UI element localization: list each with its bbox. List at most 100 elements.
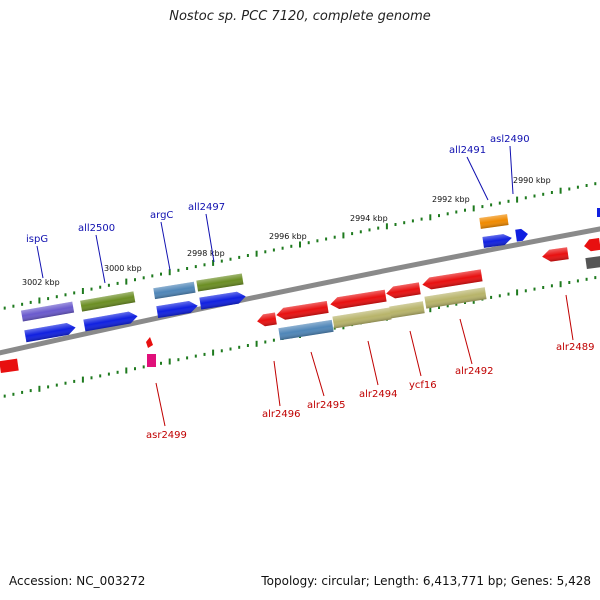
minor-tick [524,289,527,293]
gene-label-all2500[interactable]: all2500 [78,223,115,234]
gene-label-alr2495[interactable]: alr2495 [307,400,345,411]
gene-alr2494-khaki[interactable] [332,307,392,329]
minor-tick [490,203,493,207]
gene-label-ispG[interactable]: ispG [26,234,48,245]
scale-label: 2998 kbp [187,249,225,258]
minor-tick [229,257,232,261]
gene-label-asr2499[interactable]: asr2499 [146,430,187,441]
gene-all2497-olive[interactable] [196,273,244,292]
gene-all2491-orange[interactable] [479,214,509,229]
gene-alr2495-steel[interactable] [278,319,334,341]
gene-alr2494[interactable] [329,289,387,311]
minor-tick [490,295,493,299]
minor-tick [90,287,93,291]
minor-tick [325,237,328,241]
minor-tick [359,230,362,234]
minor-tick [455,210,458,214]
gene-ycf16[interactable] [385,282,421,299]
gene-label-asl2490[interactable]: asl2490 [490,134,530,145]
gene-offscreen-gray[interactable] [585,255,600,270]
minor-tick [12,392,15,396]
gene-offscreen-red-left[interactable] [0,358,19,374]
gene-label-all2497[interactable]: all2497 [188,202,225,213]
minor-tick [542,286,545,289]
gene-asr2499-magenta[interactable] [147,354,156,367]
minor-tick [533,194,536,198]
gene-ispG-arrow[interactable] [24,322,76,343]
minor-tick [446,304,449,308]
gene-argC[interactable] [153,281,196,300]
major-tick [255,340,258,347]
minor-tick [368,228,371,232]
genome-summary-text: Topology: circular; Length: 6,413,771 bp… [261,574,591,588]
major-tick [81,376,84,383]
minor-tick [151,274,154,278]
gene-label-alr2496[interactable]: alr2496 [262,409,300,420]
major-tick [168,269,171,276]
minor-tick [142,365,145,369]
minor-tick [3,394,6,398]
minor-tick [194,354,197,358]
gene-label-all2491[interactable]: all2491 [449,145,486,156]
gene-all2500-olive[interactable] [80,291,136,312]
minor-tick [107,283,110,287]
scale-label: 3000 kbp [104,264,142,273]
gene-all2497-arrow[interactable] [199,290,246,310]
minor-tick [73,379,76,383]
gene-label-alr2492[interactable]: alr2492 [455,366,493,377]
gene-all2500-arrow[interactable] [83,310,138,332]
minor-tick [307,241,310,245]
major-tick [168,358,171,365]
minor-tick [99,285,102,289]
genome-title: Nostoc sp. PCC 7120, complete genome [169,9,431,24]
gene-alr2495[interactable] [275,301,329,321]
minor-tick [238,345,241,349]
minor-tick [160,272,162,276]
major-tick [516,289,519,296]
gene-alr2492[interactable] [421,269,483,290]
major-tick [385,223,388,230]
minor-tick [533,287,536,291]
scale-label: 2992 kbp [432,195,470,204]
minor-tick [481,205,484,209]
major-tick [559,187,562,194]
gene-label-argC[interactable]: argC [150,210,173,221]
minor-tick [498,201,501,205]
gene-label-alr2494[interactable]: alr2494 [359,389,397,400]
minor-tick [411,219,414,223]
gene-alr2496[interactable] [256,312,277,328]
minor-tick [116,370,119,374]
minor-tick [420,217,423,221]
gene-alr2489[interactable] [541,247,569,263]
gene-label-alr2489[interactable]: alr2489 [556,342,594,353]
gene-offscreen-red-right[interactable] [583,237,600,252]
gene-asl2490-arrow[interactable] [515,228,529,242]
minor-tick [90,376,93,380]
gene-asr2499[interactable] [146,337,153,348]
minor-tick [238,255,241,259]
minor-tick [3,306,6,310]
scale-label: 3002 kbp [22,278,60,287]
minor-tick [160,361,162,365]
gene-argC-arrow[interactable] [156,300,198,319]
gene-offscreen-blue[interactable] [597,208,600,217]
minor-tick [550,284,553,288]
minor-tick [585,277,588,281]
gene-label-ycf16[interactable]: ycf16 [409,380,437,391]
gene-ispG[interactable] [21,301,75,322]
minor-tick [290,244,293,248]
minor-tick [464,208,466,212]
minor-tick [55,295,58,299]
minor-tick [203,352,206,356]
tick-row-outer [3,182,597,310]
minor-tick [403,221,406,225]
gene-all2491-arrow[interactable] [482,233,512,248]
gene-ycf16-khaki[interactable] [389,301,425,319]
gene-alr2492-khaki[interactable] [424,287,487,309]
minor-tick [47,385,50,389]
major-tick [212,349,215,356]
scale-label: 2996 kbp [269,232,307,241]
minor-tick [21,302,24,306]
minor-tick [446,212,449,216]
minor-tick [333,235,336,239]
